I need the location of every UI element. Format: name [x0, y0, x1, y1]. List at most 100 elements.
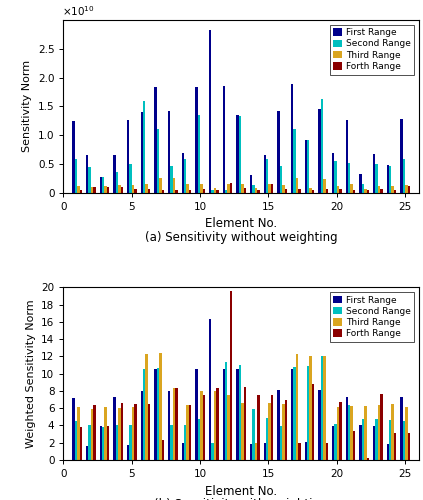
Bar	[375, 164, 378, 192]
Bar	[305, 442, 307, 460]
Bar	[362, 420, 364, 460]
Bar	[115, 172, 118, 193]
Bar	[400, 397, 403, 460]
Bar	[408, 186, 410, 192]
Bar	[252, 185, 255, 192]
Bar	[293, 367, 296, 460]
Bar	[214, 188, 216, 192]
Bar	[346, 397, 348, 460]
Bar	[93, 188, 96, 192]
Bar	[271, 396, 273, 460]
Bar	[189, 190, 191, 192]
Bar	[318, 108, 321, 192]
Bar	[296, 354, 298, 460]
Bar	[350, 184, 353, 192]
Bar	[203, 188, 205, 192]
Bar	[175, 388, 178, 460]
Bar	[134, 404, 137, 460]
Bar	[157, 368, 159, 460]
Bar	[143, 100, 146, 192]
Bar	[127, 120, 129, 192]
Bar	[121, 187, 123, 192]
Bar	[143, 368, 146, 460]
Bar	[99, 177, 102, 192]
Bar	[146, 354, 148, 460]
Bar	[216, 388, 219, 460]
Text: $\times 10^{10}$: $\times 10^{10}$	[62, 4, 94, 18]
Bar	[298, 189, 301, 192]
Bar	[367, 458, 369, 460]
Bar	[391, 186, 394, 192]
Bar	[195, 86, 198, 192]
Bar	[203, 396, 205, 460]
Bar	[339, 402, 342, 460]
Bar	[107, 426, 110, 460]
Bar	[102, 427, 104, 460]
Bar	[187, 184, 189, 192]
Bar	[298, 442, 301, 460]
Bar	[250, 174, 252, 192]
Bar	[378, 186, 380, 192]
Bar	[280, 166, 282, 192]
Bar	[187, 405, 189, 460]
Bar	[307, 140, 310, 192]
Bar	[228, 184, 230, 192]
Bar	[291, 84, 293, 192]
Bar	[321, 100, 323, 192]
Bar	[104, 186, 107, 192]
Bar	[334, 424, 337, 460]
Bar	[323, 178, 326, 192]
Bar	[282, 185, 285, 192]
Bar	[378, 405, 380, 460]
Bar	[209, 320, 212, 460]
Bar	[264, 154, 266, 192]
Bar	[277, 111, 280, 192]
Bar	[99, 426, 102, 460]
Bar	[93, 405, 96, 460]
Bar	[277, 390, 280, 460]
Bar	[348, 405, 350, 460]
Bar	[239, 116, 241, 192]
Bar	[134, 189, 137, 192]
Bar	[154, 370, 157, 460]
Bar	[250, 444, 252, 460]
Bar	[257, 396, 260, 460]
Bar	[293, 130, 296, 192]
Bar	[339, 189, 342, 192]
Bar	[74, 158, 77, 192]
Bar	[375, 418, 378, 460]
Bar	[323, 356, 326, 460]
Bar	[127, 446, 129, 460]
Bar	[364, 188, 367, 192]
Bar	[162, 190, 164, 192]
Bar	[269, 184, 271, 192]
Bar	[255, 188, 257, 192]
Bar	[91, 187, 93, 192]
Bar	[348, 162, 350, 192]
Bar	[326, 442, 328, 460]
Bar	[168, 111, 170, 192]
Bar	[77, 186, 80, 192]
Bar	[107, 188, 110, 192]
Bar	[312, 190, 314, 192]
Bar	[86, 155, 88, 192]
Bar	[266, 418, 269, 460]
Bar	[334, 162, 337, 192]
Y-axis label: Weighted Sensitivity Norm: Weighted Sensitivity Norm	[26, 300, 36, 448]
Bar	[353, 190, 355, 192]
Bar	[228, 396, 230, 460]
X-axis label: Element No.: Element No.	[205, 484, 277, 498]
Bar	[266, 158, 269, 192]
Bar	[72, 398, 74, 460]
Bar	[170, 426, 173, 460]
Bar	[222, 86, 225, 192]
Bar	[230, 291, 232, 460]
Bar	[200, 391, 203, 460]
Bar	[162, 440, 164, 460]
Bar	[255, 442, 257, 460]
Bar	[200, 184, 203, 192]
Text: (a) Sensitivity without weighting: (a) Sensitivity without weighting	[145, 230, 338, 243]
Bar	[285, 400, 287, 460]
Bar	[405, 408, 408, 460]
Bar	[244, 188, 246, 192]
